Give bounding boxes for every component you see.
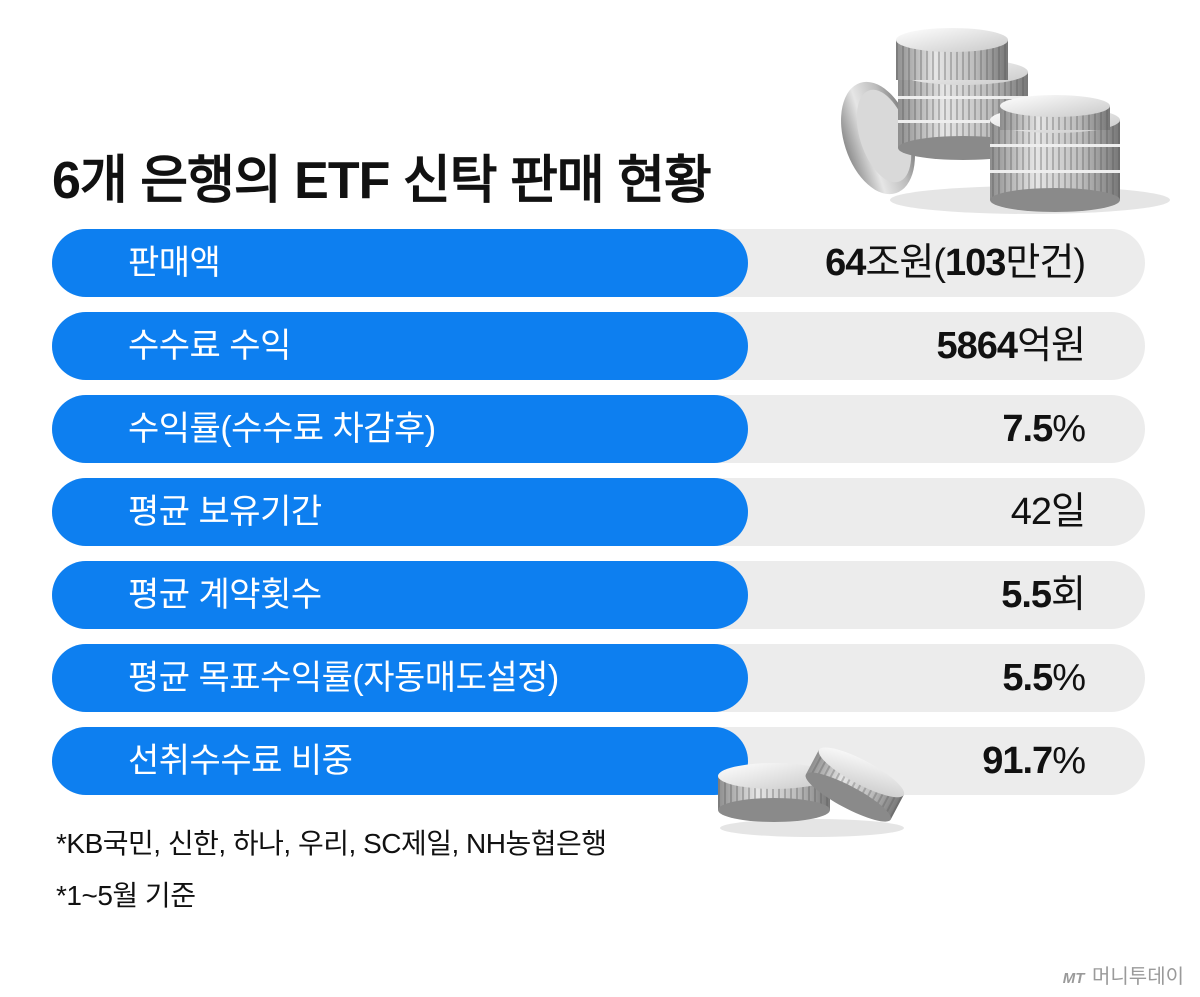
value-unit: 조원( xyxy=(865,242,946,284)
row-label: 평균 계약횟수 xyxy=(128,576,322,614)
label-pill: 판매액 xyxy=(52,229,748,297)
row-label: 수수료 수익 xyxy=(128,327,291,365)
logo-mark: MT xyxy=(1062,970,1085,987)
value-number: 5.5 xyxy=(1001,574,1052,616)
value-unit: 억원 xyxy=(1017,325,1086,367)
row-value: 5.5회 xyxy=(1001,561,1086,629)
table-row: 선취수수료 비중 91.7% xyxy=(52,727,1145,795)
label-pill: 수수료 수익 xyxy=(52,312,748,380)
table-row: 평균 계약횟수 5.5회 xyxy=(52,561,1145,629)
table-row: 평균 목표수익률(자동매도설정) 5.5% xyxy=(52,644,1145,712)
table-row: 판매액 64조원(103만건) xyxy=(52,229,1145,297)
row-value: 64조원(103만건) xyxy=(825,229,1086,297)
label-pill: 선취수수료 비중 xyxy=(52,727,748,795)
row-value: 42일 xyxy=(1010,478,1086,546)
label-pill: 평균 목표수익률(자동매도설정) xyxy=(52,644,748,712)
value-unit: 회 xyxy=(1051,574,1086,616)
row-label: 평균 목표수익률(자동매도설정) xyxy=(128,659,559,697)
logo-name: 머니투데이 xyxy=(1092,966,1184,988)
label-pill: 평균 계약횟수 xyxy=(52,561,748,629)
value-number: 5864 xyxy=(936,325,1019,367)
table-row: 수수료 수익 5864억원 xyxy=(52,312,1145,380)
footnote-banks: *KB국민, 신한, 하나, 우리, SC제일, NH농협은행 xyxy=(56,828,607,859)
footnote-period: *1~5월 기준 xyxy=(56,880,196,911)
row-value: 5.5% xyxy=(1002,644,1086,712)
value-number: 64 xyxy=(825,242,866,284)
value-unit: % xyxy=(1052,408,1086,450)
page-title: 6개 은행의 ETF 신탁 판매 현황 xyxy=(52,152,712,210)
row-label: 평균 보유기간 xyxy=(128,493,322,531)
table-row: 수익률(수수료 차감후) 7.5% xyxy=(52,395,1145,463)
label-pill: 평균 보유기간 xyxy=(52,478,748,546)
value-unit: % xyxy=(1052,657,1086,699)
value-unit: % xyxy=(1052,740,1086,782)
value-number-2: 103 xyxy=(945,242,1006,284)
value-number: 5.5 xyxy=(1002,657,1053,699)
row-value: 91.7% xyxy=(982,727,1086,795)
row-label: 수익률(수수료 차감후) xyxy=(128,410,436,448)
coin-stack-icon xyxy=(841,28,1170,214)
row-value: 7.5% xyxy=(1002,395,1086,463)
value-number: 91.7 xyxy=(982,740,1053,782)
table-row: 평균 보유기간 42일 xyxy=(52,478,1145,546)
value-unit-2: 만건) xyxy=(1005,242,1086,284)
moneytoday-logo-icon: MT 머니투데이 xyxy=(1063,960,1184,989)
label-pill: 수익률(수수료 차감후) xyxy=(52,395,748,463)
row-label: 선취수수료 비중 xyxy=(128,742,353,780)
row-value: 5864억원 xyxy=(936,312,1086,380)
value-unit: 42일 xyxy=(1010,491,1086,533)
value-number: 7.5 xyxy=(1002,408,1053,450)
coin-pair-icon xyxy=(718,747,905,837)
row-label: 판매액 xyxy=(128,244,221,282)
